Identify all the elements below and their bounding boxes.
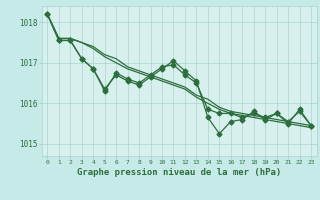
X-axis label: Graphe pression niveau de la mer (hPa): Graphe pression niveau de la mer (hPa) [77, 168, 281, 177]
